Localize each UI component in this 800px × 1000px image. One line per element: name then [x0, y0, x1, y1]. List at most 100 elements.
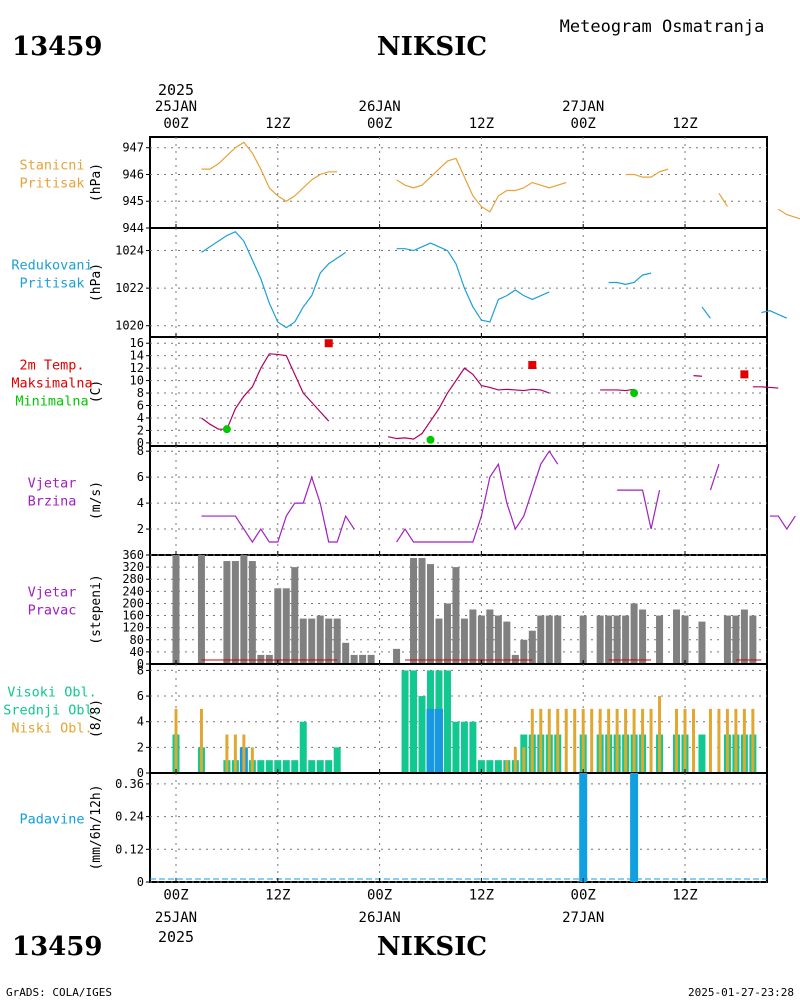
y-tick-label: 2	[137, 522, 144, 536]
panel-title: Visoki Obl.	[7, 685, 96, 701]
year-bottom: 2025	[158, 928, 194, 946]
cloud-bar	[632, 708, 636, 773]
date-label-top: 25JAN	[155, 99, 197, 115]
cloud-bar	[257, 760, 265, 773]
cloud-bar	[573, 708, 577, 773]
date-label-bottom: 27JAN	[562, 910, 604, 926]
cloud-bar	[494, 760, 502, 773]
plot-area: 00Z 00Z 12Z 12Z 00Z 00Z 12Z 12Z 00Z 00Z 12Z 12Z 25JA…	[3, 99, 800, 926]
wind-dir-bar	[732, 615, 740, 664]
wind-dir-bar	[503, 621, 511, 664]
panel-title: Redukovani	[11, 258, 92, 274]
y-tick-label: 6	[137, 470, 144, 484]
time-tick-label-bottom: 00Z	[571, 888, 596, 904]
series-line	[600, 388, 635, 392]
date-label-bottom: 26JAN	[359, 910, 401, 926]
panel-title: Padavine	[19, 812, 84, 828]
series-line	[761, 310, 788, 319]
wind-dir-bar	[172, 555, 180, 664]
wind-dir-bar	[630, 603, 638, 664]
wind-dir-bar	[494, 615, 502, 664]
cloud-bar	[469, 721, 477, 773]
cloud-bar	[225, 734, 229, 773]
y-tick-label: 2	[137, 423, 144, 437]
wind-dir-bar	[350, 654, 358, 664]
series-line	[608, 272, 652, 285]
series-line	[201, 141, 338, 202]
y-tick-label: 1020	[115, 319, 144, 333]
cloud-bar	[308, 760, 316, 773]
cloud-bar	[649, 708, 653, 773]
wind-dir-bar	[452, 567, 460, 664]
wind-dir-bar	[698, 621, 706, 664]
time-tick-label-top: 00Z	[163, 116, 188, 132]
y-tick-label: 40	[130, 645, 144, 659]
y-axis-label: (stepeni)	[89, 574, 104, 644]
wind-dir-bar	[749, 615, 757, 664]
cloud-bar	[282, 760, 290, 773]
wind-dir-bar	[673, 609, 681, 664]
panel-title: Vjetar	[28, 585, 77, 601]
cloud-bar	[434, 708, 443, 773]
cloud-bar	[460, 721, 468, 773]
cloud-bar	[325, 760, 333, 773]
y-axis-label: (m/s)	[89, 481, 104, 520]
wind-dir-bar	[486, 609, 494, 664]
y-tick-label: 1024	[115, 244, 144, 258]
date-label-bottom: 25JAN	[155, 910, 197, 926]
cloud-bar	[725, 708, 729, 773]
date-label-top: 26JAN	[359, 99, 401, 115]
cloud-bar	[299, 721, 307, 773]
panel-title: Brzina	[28, 494, 77, 510]
cloud-bar	[505, 760, 509, 773]
cloud-bar	[658, 696, 662, 773]
panel-title: Pravac	[28, 603, 77, 619]
wind-dir-bar	[443, 603, 451, 664]
time-tick-label-top: 00Z	[367, 116, 392, 132]
series-line	[769, 515, 796, 531]
y-tick-label: 120	[122, 621, 144, 635]
y-tick-label: 1022	[115, 281, 144, 295]
wind-dir-bar	[410, 558, 418, 664]
date-label-top: 27JAN	[562, 99, 604, 115]
series-line	[625, 168, 669, 178]
time-tick-label-bottom: 00Z	[163, 888, 188, 904]
cloud-bar	[624, 708, 628, 773]
y-tick-label: 8	[137, 386, 144, 400]
panel-title: Pritisak	[19, 176, 84, 192]
subtitle: Meteogram Osmatranja	[560, 17, 765, 37]
tmax-marker	[528, 361, 537, 370]
y-tick-label: 947	[122, 141, 144, 155]
year-top: 2025	[158, 81, 194, 99]
y-tick-label: 945	[122, 194, 144, 208]
precip-bar	[630, 773, 639, 882]
cloud-bar	[291, 760, 299, 773]
y-axis-label: (mm/6h/12h)	[89, 784, 104, 870]
cloud-bar	[581, 708, 585, 773]
panel-title: Niski Obl.	[11, 721, 92, 737]
y-axis-label: (hPa)	[89, 263, 104, 302]
wind-dir-bar	[537, 615, 545, 664]
y-axis-label: (hPa)	[89, 163, 104, 202]
y-tick-label: 280	[122, 572, 144, 586]
cloud-bar	[242, 734, 246, 773]
wind-dir-bar	[656, 615, 664, 664]
y-axis-label: (C)	[89, 380, 104, 403]
station-name-top: NIKSIC	[377, 32, 487, 62]
wind-dir-bar	[545, 615, 553, 664]
y-tick-label: 4	[137, 496, 144, 510]
cloud-bar	[513, 747, 517, 773]
cloud-bar	[539, 708, 543, 773]
y-tick-label: 0	[137, 436, 144, 450]
wind-dir-bar	[274, 588, 282, 664]
panel-title: Stanicni	[19, 158, 84, 174]
time-tick-label-bottom: 12Z	[672, 888, 697, 904]
wind-dir-bar	[511, 654, 519, 664]
cloud-bar	[522, 747, 526, 773]
cloud-bar	[641, 708, 645, 773]
panel-title: Srednji Obl.	[3, 703, 101, 719]
wind-dir-bar	[325, 618, 333, 664]
wind-dir-bar	[223, 561, 231, 664]
cloud-bar	[683, 708, 687, 773]
